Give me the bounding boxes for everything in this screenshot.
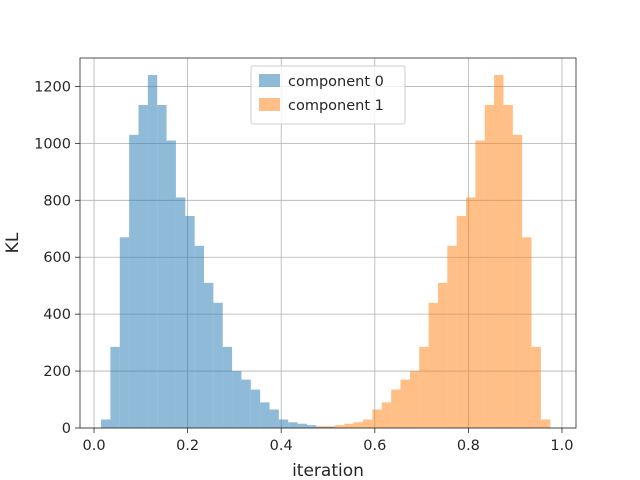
histogram-bar	[512, 134, 523, 428]
histogram-bar	[213, 302, 223, 428]
histogram-bar	[363, 419, 373, 428]
histogram-bar	[278, 419, 289, 428]
histogram-bar	[297, 423, 307, 428]
legend-swatch	[259, 98, 280, 111]
histogram-bar	[484, 104, 495, 428]
histogram-bar	[204, 282, 214, 428]
histogram-bar	[428, 302, 438, 428]
y-tick-label: 200	[43, 364, 71, 380]
histogram-bar	[409, 371, 420, 428]
x-tick-label: 0.4	[270, 438, 293, 454]
histogram-bar	[194, 245, 204, 428]
bars-layer	[101, 75, 551, 429]
series-0-bars	[101, 75, 336, 429]
histogram-bar	[335, 425, 345, 428]
series-1-bars	[316, 75, 551, 429]
x-axis-label: iteration	[292, 461, 364, 480]
x-tick-label: 1.0	[550, 438, 573, 454]
x-tick-label: 0.6	[363, 438, 386, 454]
x-tick-label: 0.8	[457, 438, 480, 454]
y-tick-label: 600	[43, 250, 71, 266]
histogram-bar	[447, 245, 457, 428]
legend: component 0 component 1	[250, 65, 406, 125]
histogram-bar	[147, 75, 158, 429]
histogram-bar	[241, 379, 251, 428]
histogram-bar	[316, 426, 326, 428]
histogram-bar	[288, 422, 298, 428]
histogram-bar	[531, 346, 541, 428]
histogram-bar	[456, 215, 467, 428]
x-tick-label: 0.2	[176, 438, 199, 454]
histogram-bar	[269, 409, 279, 428]
histogram-bar	[138, 104, 148, 428]
histogram-bar	[540, 419, 551, 428]
y-tick-label: 0	[62, 421, 71, 437]
histogram-bar	[101, 419, 111, 428]
x-tick-label: 0.0	[83, 438, 106, 454]
legend-swatch	[259, 74, 280, 87]
histogram-bar	[119, 237, 130, 428]
histogram-bar	[475, 140, 485, 429]
histogram-bar	[419, 346, 429, 428]
histogram-bar	[185, 215, 195, 428]
histogram-bar	[110, 346, 120, 428]
histogram-bar	[129, 134, 139, 428]
y-tick-label: 800	[43, 193, 71, 209]
legend-label: component 0	[288, 74, 384, 90]
histogram-bar	[325, 426, 336, 428]
histogram-bar	[260, 402, 270, 428]
histogram-bar	[372, 409, 382, 428]
histogram-bar	[437, 282, 448, 428]
histogram-bar	[400, 379, 410, 428]
histogram-bar	[503, 104, 513, 428]
histogram-bar	[166, 140, 176, 429]
y-tick-label: 1200	[34, 79, 71, 95]
y-tick-label: 400	[43, 307, 71, 323]
y-tick-label: 1000	[34, 136, 71, 152]
histogram-bar	[391, 389, 401, 428]
histogram-bar	[381, 402, 392, 428]
legend-label: component 1	[288, 98, 384, 114]
histogram-bar	[232, 371, 242, 428]
legend-frame	[250, 65, 406, 125]
histogram-bar	[175, 197, 186, 428]
histogram-bar	[344, 423, 354, 428]
histogram-bar	[250, 389, 261, 428]
y-axis-label: KL	[3, 232, 23, 253]
ticks-layer: 0.0 0.2 0.4 0.6 0.8 1.0 0 200 400 600 800 1000 1200	[34, 79, 573, 454]
histogram-bar	[222, 346, 233, 428]
histogram-bar	[494, 75, 504, 429]
histogram-bar	[157, 104, 167, 428]
histogram-bar	[306, 425, 317, 428]
histogram-bar	[522, 237, 532, 428]
plot-frame	[79, 57, 577, 429]
histogram-bar	[353, 422, 364, 428]
histogram-bar	[466, 197, 476, 428]
